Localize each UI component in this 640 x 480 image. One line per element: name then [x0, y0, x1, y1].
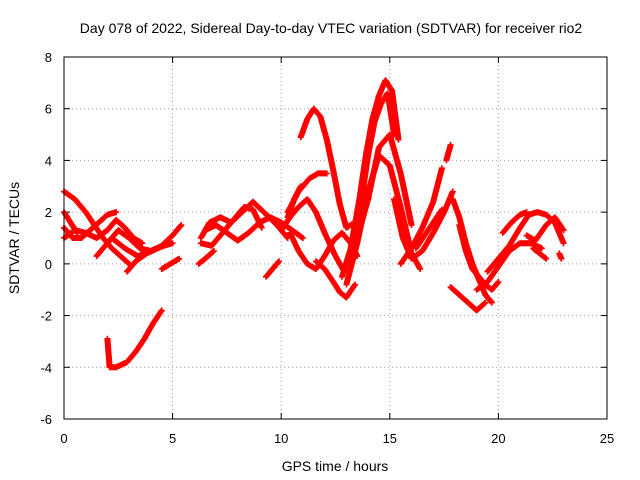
- series-arc-04: [61, 209, 80, 236]
- axis-ticks: 0 5 10 15 20 25 -6 -4 -2 0 2 4 6 8: [40, 50, 614, 446]
- data-point: [523, 209, 530, 216]
- data-point: [276, 258, 282, 265]
- data-point: [447, 141, 454, 148]
- series-arc-27: [412, 206, 445, 252]
- data-point: [488, 299, 495, 306]
- grid-lines: [64, 57, 607, 419]
- x-tick-label: 5: [169, 431, 176, 446]
- data-point: [449, 188, 456, 195]
- data-point: [258, 224, 265, 231]
- series-arc-25: [391, 188, 456, 262]
- data-point: [438, 206, 445, 213]
- data-point: [139, 240, 146, 247]
- data-point: [169, 240, 176, 247]
- data-point: [352, 281, 358, 288]
- series-arc-17: [297, 105, 358, 231]
- series-arc-03: [61, 209, 120, 241]
- series-arc-13: [195, 247, 217, 267]
- data-point: [158, 307, 165, 314]
- y-tick-label: -2: [40, 309, 52, 324]
- data-point: [395, 136, 402, 143]
- series-arc-18: [284, 170, 330, 216]
- series-arc-34: [499, 209, 530, 236]
- y-tick-label: 6: [45, 102, 52, 117]
- data-point: [178, 222, 185, 229]
- series-arc-12: [202, 214, 306, 244]
- series-arc-26: [397, 165, 445, 267]
- data-point: [558, 255, 565, 262]
- data-point: [210, 247, 217, 254]
- data-point: [482, 299, 489, 306]
- data-point: [154, 245, 161, 252]
- y-tick-label: 8: [45, 50, 52, 65]
- x-axis-label: GPS time / hours: [282, 458, 389, 474]
- series-arc-14: [263, 258, 282, 280]
- data-point: [299, 235, 306, 241]
- series-arc-09: [104, 307, 165, 371]
- y-tick-label: 0: [45, 257, 52, 272]
- y-tick-label: -6: [40, 412, 52, 427]
- series-arc-02: [61, 216, 146, 247]
- series-arc-35: [523, 214, 567, 244]
- series-arc-19: [286, 229, 361, 272]
- x-tick-label: 0: [60, 431, 67, 446]
- series-arc-31: [447, 284, 489, 314]
- x-tick-label: 10: [274, 431, 288, 446]
- data-point: [417, 266, 424, 272]
- data-point: [543, 255, 550, 262]
- y-tick-label: 2: [45, 205, 52, 220]
- data-series: [61, 77, 567, 371]
- data-point: [176, 255, 183, 262]
- data-point: [323, 170, 330, 177]
- data-point: [113, 209, 120, 216]
- series-arc-37: [556, 250, 565, 262]
- x-tick-label: 25: [600, 431, 614, 446]
- series-arc-20: [313, 258, 358, 301]
- data-point: [560, 240, 567, 247]
- plot-frame: [63, 56, 608, 420]
- y-axis-label: SDTVAR / TECUs: [6, 182, 22, 294]
- series-arc-24: [354, 131, 415, 241]
- data-point: [438, 165, 445, 172]
- series-arc-28: [443, 141, 454, 164]
- series-arc-36: [530, 245, 550, 262]
- y-tick-label: 4: [45, 153, 52, 168]
- series-arc-08: [158, 255, 183, 272]
- series-arc-07: [124, 245, 161, 275]
- data-point: [538, 245, 545, 252]
- data-point: [408, 222, 415, 229]
- data-point: [495, 279, 502, 285]
- y-tick-label: -4: [40, 360, 52, 375]
- x-tick-label: 15: [383, 431, 397, 446]
- data-point: [542, 254, 549, 261]
- x-tick-label: 20: [491, 431, 505, 446]
- chart-title: Day 078 of 2022, Sidereal Day-to-day VTE…: [80, 20, 583, 36]
- data-point: [74, 229, 80, 236]
- data-point: [560, 227, 567, 234]
